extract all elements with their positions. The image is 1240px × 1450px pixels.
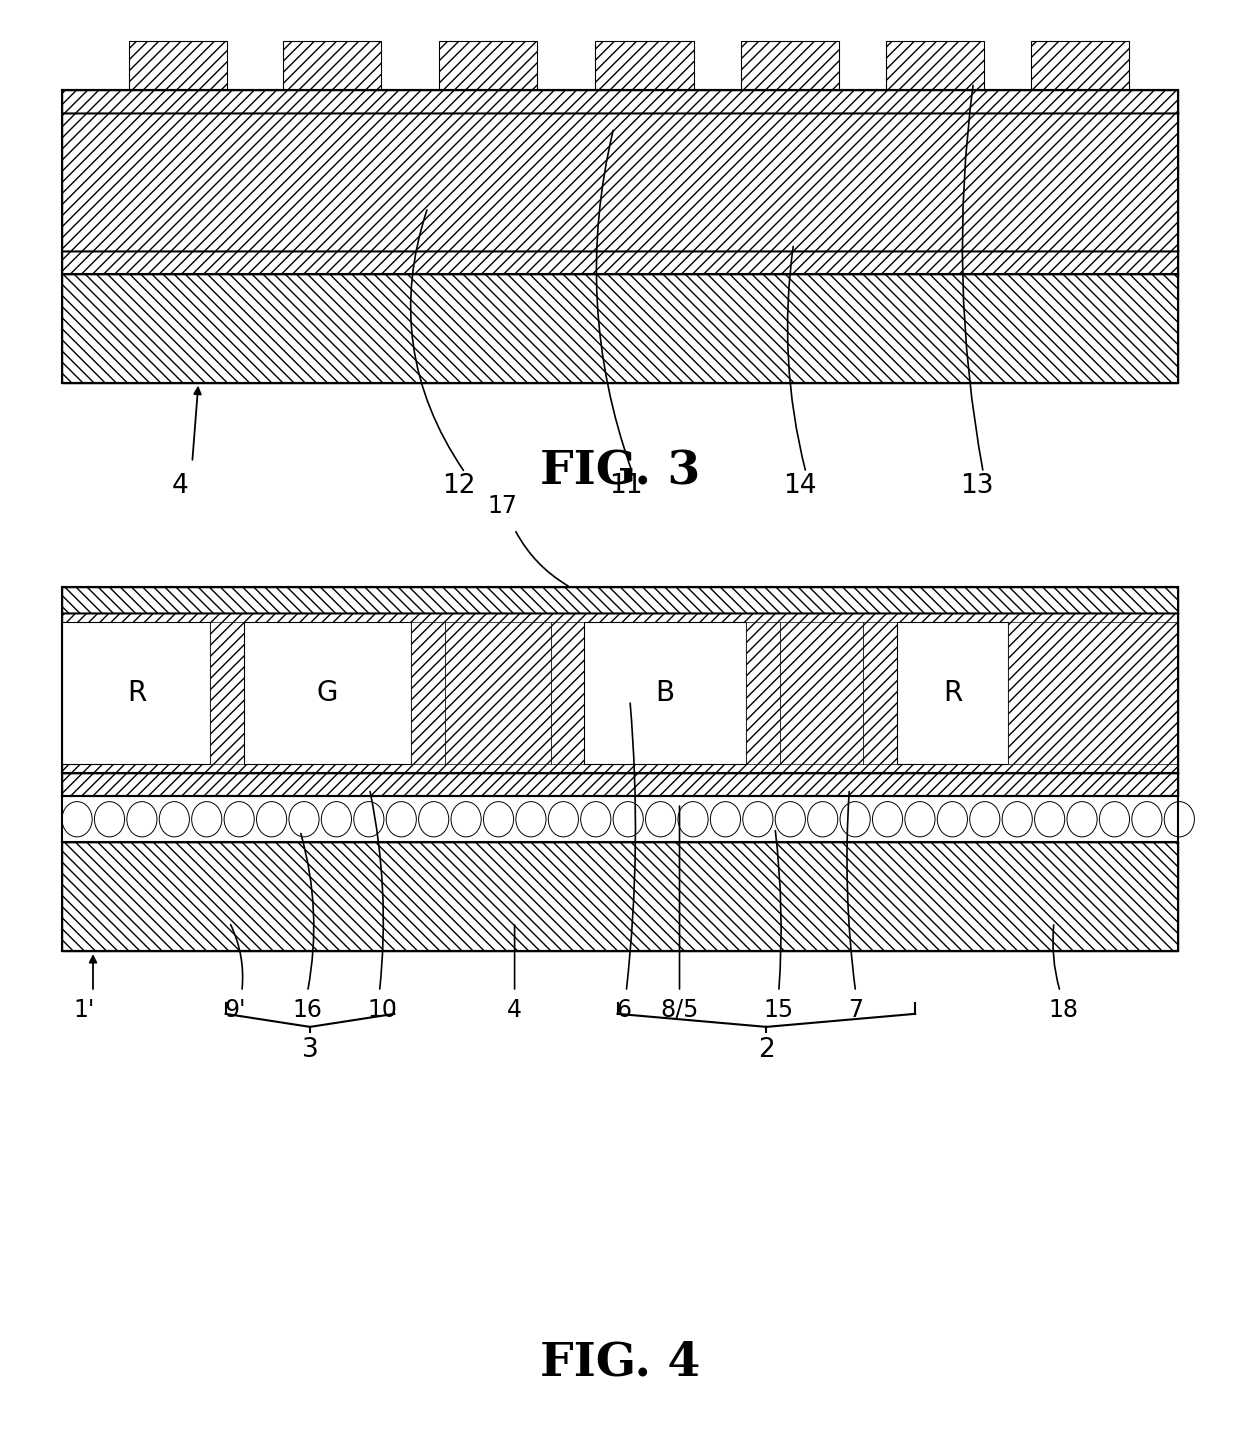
Text: 3: 3 — [301, 1037, 319, 1063]
Bar — [62, 274, 1178, 383]
Bar — [439, 41, 537, 90]
Text: 15: 15 — [764, 998, 794, 1022]
Bar — [62, 90, 1178, 113]
Text: 6: 6 — [616, 998, 631, 1022]
Bar — [412, 622, 445, 764]
Bar — [740, 41, 838, 90]
Text: 1': 1' — [73, 998, 95, 1022]
Text: 17: 17 — [487, 493, 517, 518]
Bar — [445, 622, 551, 764]
Text: G: G — [317, 679, 339, 708]
Bar — [62, 587, 1178, 951]
Bar — [129, 41, 227, 90]
Bar — [62, 587, 1178, 613]
Text: 7: 7 — [848, 998, 863, 1022]
Bar — [62, 622, 211, 764]
Text: FIG. 4: FIG. 4 — [539, 1340, 701, 1386]
Text: R: R — [942, 679, 962, 708]
Text: 8/5: 8/5 — [661, 998, 698, 1022]
Bar — [780, 622, 863, 764]
Text: B: B — [655, 679, 675, 708]
Text: 10: 10 — [367, 998, 397, 1022]
Text: 12: 12 — [441, 473, 476, 499]
Bar — [595, 41, 693, 90]
Text: FIG. 3: FIG. 3 — [539, 448, 701, 494]
Text: 9': 9' — [224, 998, 247, 1022]
Bar — [62, 796, 1178, 842]
Bar — [746, 622, 780, 764]
Bar — [283, 41, 381, 90]
Text: 16: 16 — [293, 998, 322, 1022]
Text: 13: 13 — [960, 473, 994, 499]
Text: 4: 4 — [171, 473, 188, 499]
Text: 14: 14 — [782, 473, 817, 499]
Bar — [551, 622, 584, 764]
Bar — [62, 113, 1178, 251]
Text: 2: 2 — [758, 1037, 775, 1063]
Text: 4: 4 — [507, 998, 522, 1022]
Bar — [863, 622, 897, 764]
Text: 18: 18 — [1049, 998, 1079, 1022]
Bar — [211, 622, 244, 764]
Bar — [62, 842, 1178, 951]
Bar — [62, 773, 1178, 796]
Bar — [885, 41, 983, 90]
Text: R: R — [128, 679, 146, 708]
Bar — [62, 90, 1178, 383]
Bar — [1030, 41, 1128, 90]
Bar — [584, 622, 746, 764]
Text: 11: 11 — [609, 473, 644, 499]
Bar — [897, 622, 1008, 764]
Bar — [62, 251, 1178, 274]
Bar — [62, 613, 1178, 773]
Bar — [244, 622, 412, 764]
Bar — [1008, 622, 1178, 764]
